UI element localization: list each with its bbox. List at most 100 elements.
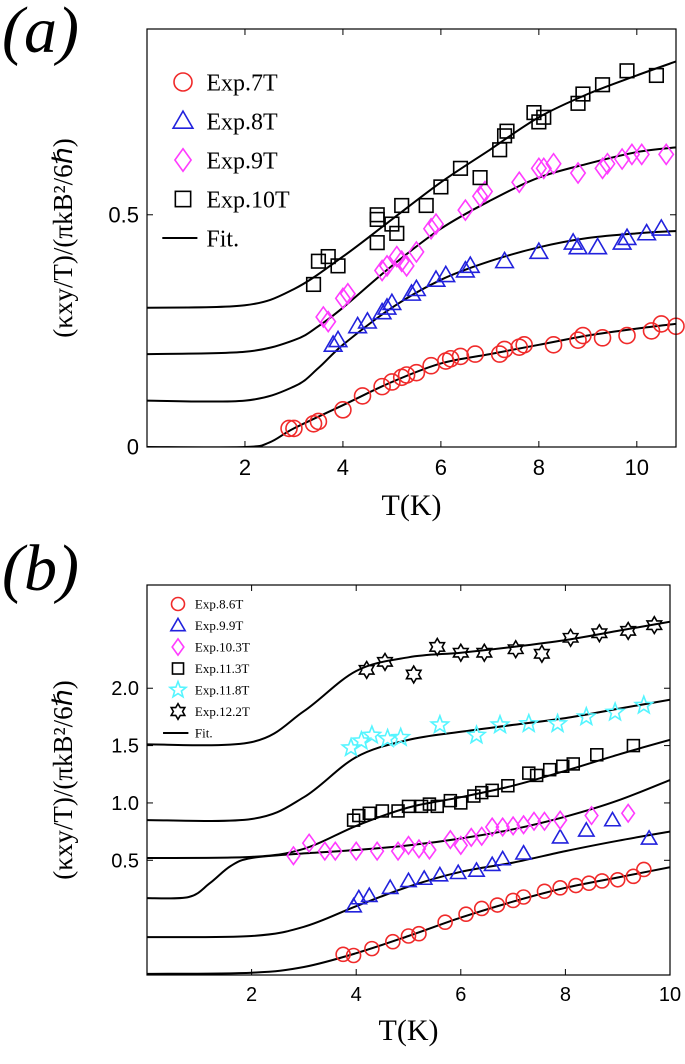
marker-square (375, 804, 390, 818)
axes-frame (146, 28, 677, 448)
marker-square (330, 258, 346, 274)
marker-hexagram (428, 636, 446, 657)
fit-line (147, 146, 676, 356)
marker-diamond (613, 147, 631, 171)
marker-circle (397, 366, 416, 384)
marker-square (472, 170, 488, 186)
x-tick-label: 4 (351, 984, 362, 1006)
marker-diamond (369, 840, 385, 862)
marker-circle (473, 900, 490, 917)
y-tick-label: 1.5 (111, 736, 139, 758)
marker-star (361, 723, 383, 745)
legend-label: Exp.9T (206, 148, 278, 174)
marker-diamond (505, 815, 521, 837)
marker-star (489, 713, 511, 735)
axes-frame (146, 584, 671, 976)
legend-label: Exp.12.2T (195, 704, 250, 719)
x-tick-label: 4 (337, 455, 349, 480)
marker-triangle (639, 829, 659, 845)
marker-circle (385, 933, 401, 950)
marker-triangle (399, 871, 418, 888)
marker-triangle (347, 315, 368, 334)
marker-square (401, 799, 416, 814)
y-tick-label: 0 (127, 435, 139, 460)
panel-label: (a) (2, 0, 79, 67)
marker-diamond (388, 245, 405, 268)
marker-star (546, 712, 569, 734)
marker-square (499, 123, 515, 139)
fit-line (147, 620, 670, 747)
y-tick-label: 0.5 (111, 850, 139, 872)
marker-triangle (425, 269, 447, 288)
marker-diamond (594, 156, 611, 180)
marker-square (422, 797, 437, 811)
marker-circle (636, 861, 652, 878)
marker-square (452, 160, 469, 176)
marker-circle (544, 336, 563, 354)
marker-circle (489, 897, 506, 913)
marker-diamond (530, 156, 548, 180)
marker-diamond (463, 827, 479, 848)
marker-hexagram (619, 620, 637, 641)
marker-triangle (381, 292, 403, 311)
marker-triangle (467, 861, 486, 878)
marker-triangle (357, 311, 378, 329)
marker-triangle (528, 241, 550, 260)
marker-hexagram (475, 642, 493, 663)
marker-triangle (651, 218, 672, 236)
marker-triangle (494, 250, 515, 269)
marker-diamond (511, 170, 528, 194)
fit-line (147, 830, 670, 939)
panel-label: (b) (2, 532, 79, 605)
marker-diamond (457, 198, 474, 222)
marker-triangle (360, 886, 379, 903)
plot-area (147, 585, 670, 975)
marker-square (310, 253, 327, 269)
marker-triangle (551, 828, 570, 844)
marker-diamond (422, 217, 440, 241)
marker-diamond (537, 811, 552, 832)
marker-square (430, 799, 445, 814)
marker-circle (437, 914, 453, 931)
marker-triangle (493, 849, 512, 866)
marker-circle (411, 925, 427, 942)
marker-square (384, 216, 400, 232)
marker-diamond (301, 832, 317, 854)
x-tick-label: 2 (246, 984, 257, 1006)
marker-circle (593, 329, 612, 347)
marker-diamond (171, 637, 185, 657)
legend-label: Exp.9.9T (195, 618, 243, 633)
marker-diamond (317, 840, 333, 862)
marker-diamond (584, 805, 599, 826)
marker-square (369, 235, 385, 251)
marker-hexagram (405, 664, 423, 685)
marker-triangle (415, 869, 434, 886)
marker-diamond (398, 254, 415, 278)
marker-circle (353, 387, 372, 405)
marker-square (590, 748, 604, 762)
marker-hexagram (533, 643, 551, 664)
marker-diamond (471, 184, 489, 208)
marker-square (501, 778, 515, 793)
marker-triangle (430, 865, 449, 882)
marker-square (389, 225, 405, 241)
marker-diamond (378, 254, 396, 278)
y-tick-label: 2.0 (111, 678, 139, 700)
marker-diamond (476, 180, 494, 203)
marker-square (529, 768, 544, 783)
marker-star (604, 700, 626, 722)
marker-triangle (406, 278, 427, 297)
marker-circle (569, 331, 587, 349)
marker-square (418, 197, 434, 214)
marker-circle (490, 345, 509, 363)
marker-diamond (427, 212, 445, 236)
marker-diamond (348, 840, 364, 862)
marker-circle (466, 345, 484, 363)
marker-hexagram (169, 702, 187, 721)
marker-circle (345, 947, 362, 964)
marker-diamond (545, 152, 562, 176)
marker-square (433, 179, 449, 195)
marker-hexagram (452, 642, 470, 663)
marker-square (485, 783, 499, 798)
